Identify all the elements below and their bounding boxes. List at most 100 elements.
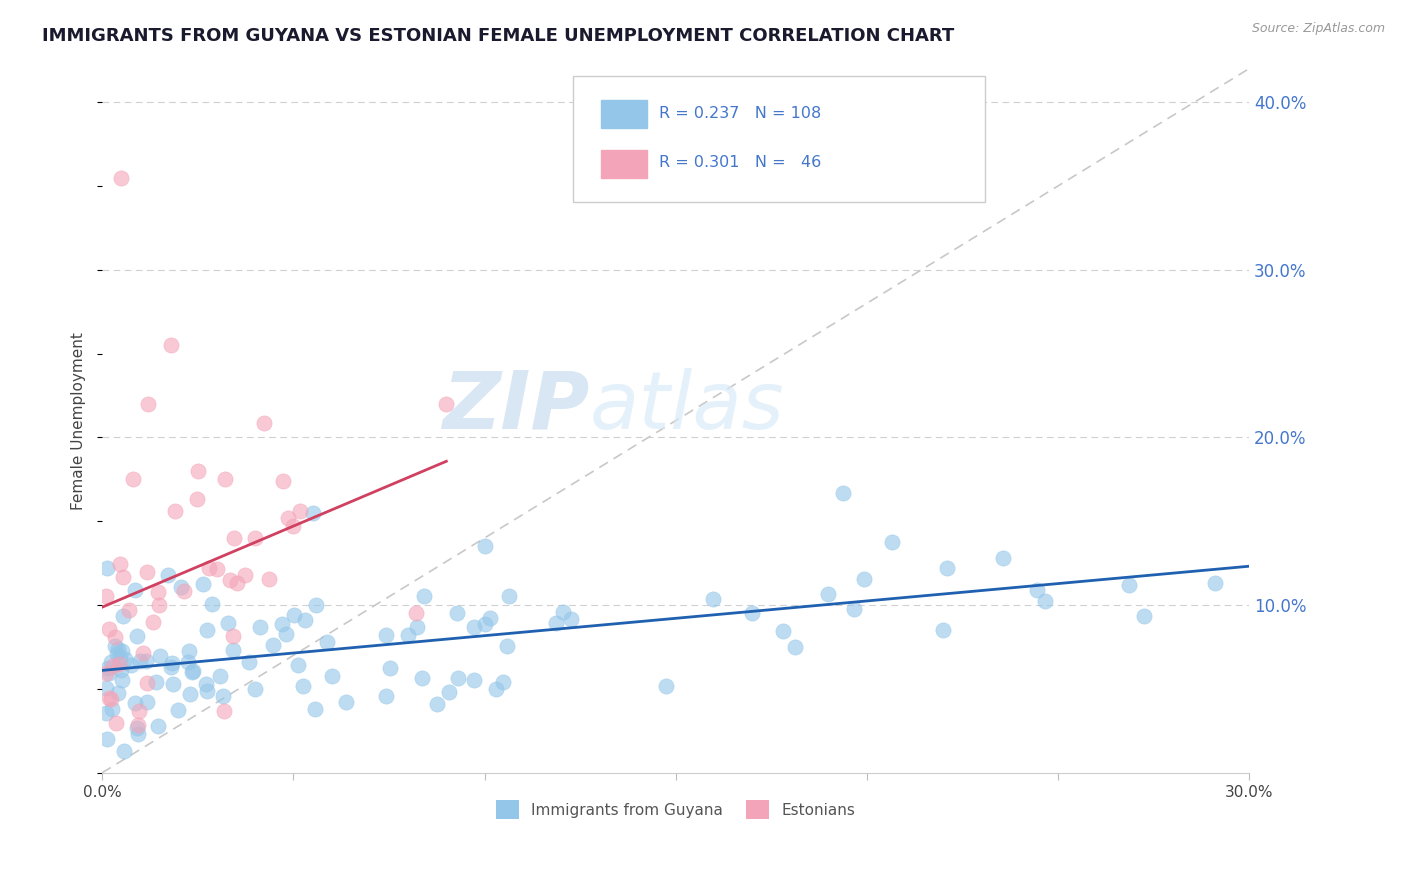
Point [378,661,401,675]
Point [124,696,146,710]
Point [274,627,297,641]
Point [832,486,855,500]
Point [105,647,128,661]
Point [160,338,183,352]
Point [492,674,515,689]
Point [97,666,120,681]
Point [94,666,117,681]
Point [163,504,186,518]
Point [212,704,235,718]
Point [186,492,208,507]
Point [273,475,295,489]
Point [112,608,135,623]
Point [104,715,127,730]
Point [498,589,520,603]
Point [181,664,204,678]
Point [406,620,429,634]
Point [195,684,218,698]
Point [121,472,143,486]
Text: atlas: atlas [589,368,785,445]
Point [496,639,519,653]
Point [222,531,245,545]
Point [842,602,865,616]
Point [145,674,167,689]
Text: R = 0.301   N =   46: R = 0.301 N = 46 [658,155,821,170]
Point [135,654,157,668]
Point [114,652,136,666]
Point [98,691,121,706]
Point [148,585,170,599]
Point [1118,578,1140,592]
Point [177,655,200,669]
Point [112,744,135,758]
Point [544,615,567,630]
Point [94,706,117,721]
Point [101,658,124,673]
Point [294,613,316,627]
Point [817,587,839,601]
Point [1026,582,1049,597]
Point [149,649,172,664]
Point [1204,576,1226,591]
Bar [602,150,647,178]
Point [243,531,266,545]
Point [882,535,904,549]
Point [225,576,247,591]
Point [243,681,266,696]
Point [112,570,135,584]
Point [124,583,146,598]
FancyBboxPatch shape [572,76,986,202]
Point [110,663,132,677]
Point [253,416,276,430]
Point [120,658,142,673]
Point [108,557,131,571]
Point [107,686,129,700]
Point [405,607,427,621]
Point [222,629,245,643]
Bar [602,100,647,128]
Point [463,673,485,688]
Point [426,697,449,711]
Point [474,540,496,554]
Point [97,660,120,674]
Point [249,620,271,634]
Point [180,665,202,680]
Point [96,561,118,575]
Point [179,643,201,657]
Point [132,646,155,660]
Point [100,692,122,706]
Point [148,599,170,613]
Point [434,397,457,411]
Point [107,642,129,657]
Point [160,660,183,674]
Point [235,567,257,582]
Point [221,643,243,657]
Point [208,668,231,682]
Point [136,695,159,709]
Point [301,506,323,520]
Point [96,732,118,747]
Point [785,640,807,655]
Point [94,589,117,603]
Point [162,656,184,670]
Point [198,561,221,575]
Point [446,671,468,685]
Point [741,607,763,621]
Point [101,702,124,716]
Point [446,607,468,621]
Point [108,651,131,665]
Point [201,597,224,611]
Point [146,719,169,733]
Point [396,628,419,642]
Point [166,703,188,717]
Point [125,629,148,643]
Point [1133,609,1156,624]
Point [271,616,294,631]
Point [335,695,357,709]
Point [463,620,485,634]
Point [551,605,574,619]
Text: Source: ZipAtlas.com: Source: ZipAtlas.com [1251,22,1385,36]
Point [170,580,193,594]
Point [316,634,339,648]
Point [162,676,184,690]
